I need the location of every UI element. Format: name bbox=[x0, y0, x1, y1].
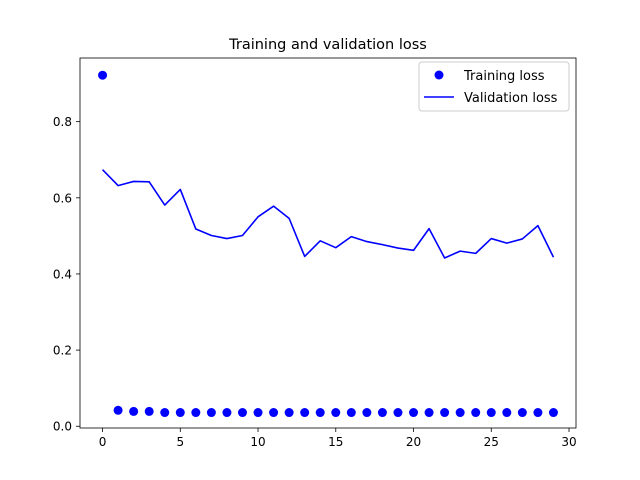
training-loss-point bbox=[377, 408, 387, 418]
legend-box bbox=[418, 61, 570, 112]
chart-title: Training and validation loss bbox=[228, 37, 427, 53]
training-loss-point bbox=[409, 408, 419, 418]
y-tick-label: 0.0 bbox=[53, 420, 72, 434]
training-loss-point bbox=[486, 408, 496, 418]
validation-loss-line bbox=[101, 169, 555, 259]
training-loss-point bbox=[533, 408, 543, 418]
x-tick-label: 25 bbox=[484, 435, 499, 449]
training-loss-point bbox=[98, 70, 108, 80]
training-loss-point bbox=[517, 408, 527, 418]
x-tick-label: 15 bbox=[328, 435, 343, 449]
legend-label-training-loss: Training loss bbox=[463, 69, 545, 84]
training-loss-point bbox=[113, 405, 123, 415]
training-loss-point bbox=[253, 408, 263, 418]
training-loss-point bbox=[206, 408, 216, 418]
training-loss-point bbox=[471, 408, 481, 418]
training-loss-point bbox=[548, 408, 558, 418]
x-tick-label: 0 bbox=[99, 435, 107, 449]
training-loss-point bbox=[362, 408, 372, 418]
training-loss-point bbox=[129, 406, 139, 416]
training-loss-point bbox=[502, 408, 512, 418]
x-tick-label: 5 bbox=[176, 435, 184, 449]
axes-frame bbox=[79, 57, 577, 429]
training-loss-point bbox=[284, 408, 294, 418]
x-tick-label: 10 bbox=[250, 435, 265, 449]
training-loss-point bbox=[424, 408, 434, 418]
training-loss-point bbox=[144, 406, 154, 416]
legend: Training loss Validation loss bbox=[418, 61, 570, 112]
training-loss-point bbox=[160, 408, 170, 418]
training-loss-point bbox=[175, 408, 185, 418]
plot-area bbox=[98, 70, 558, 418]
training-loss-point bbox=[300, 408, 310, 418]
y-tick-label: 0.4 bbox=[53, 267, 72, 281]
x-tick-label: 30 bbox=[561, 435, 576, 449]
training-loss-point bbox=[191, 408, 201, 418]
training-loss-point bbox=[455, 408, 465, 418]
training-loss-point bbox=[315, 408, 325, 418]
training-loss-point bbox=[222, 408, 232, 418]
legend-marker-training-loss bbox=[434, 70, 444, 80]
legend-label-validation-loss: Validation loss bbox=[464, 91, 558, 106]
training-loss-point bbox=[269, 408, 279, 418]
training-loss-point bbox=[393, 408, 403, 418]
axes-ticks: 0 5 10 15 20 25 30 0.0 0.2 0.4 0.6 0.8 bbox=[53, 115, 577, 449]
training-loss-point bbox=[346, 408, 356, 418]
y-tick-label: 0.2 bbox=[53, 344, 72, 358]
y-tick-label: 0.6 bbox=[53, 191, 72, 205]
training-loss-point bbox=[440, 408, 450, 418]
x-tick-label: 20 bbox=[406, 435, 421, 449]
y-tick-label: 0.8 bbox=[53, 115, 72, 129]
training-loss-point bbox=[331, 408, 341, 418]
training-loss-point bbox=[237, 408, 247, 418]
